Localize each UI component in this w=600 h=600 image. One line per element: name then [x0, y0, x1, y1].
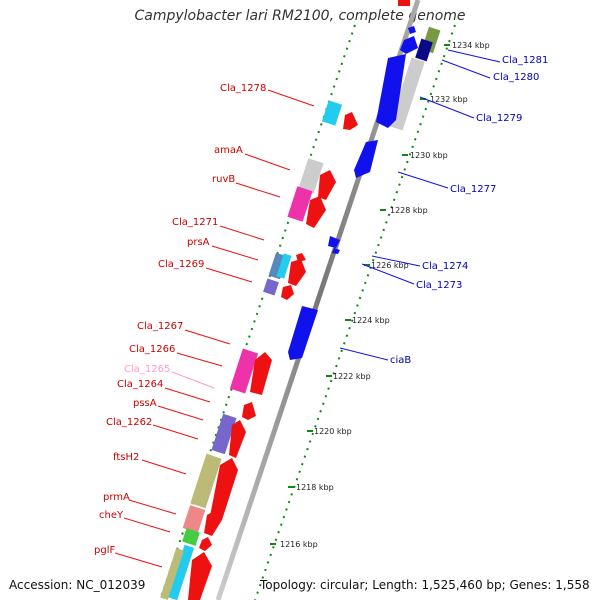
gene-label: cheY: [99, 510, 124, 521]
accession-label: Accession: NC_012039: [9, 578, 146, 592]
scale-label: 1224 kbp: [352, 316, 390, 325]
gene-label: Cla_1280: [493, 72, 539, 83]
map-title: Campylobacter lari RM2100, complete geno…: [134, 8, 466, 24]
scale-label: 1220 kbp: [314, 427, 352, 436]
gene-label: ciaB: [390, 355, 411, 366]
right-track-guide: [254, 24, 456, 600]
scale-ticks: [270, 44, 450, 545]
forward-genes[interactable]: [160, 100, 358, 600]
gene-label: pssA: [133, 398, 157, 409]
gene-label: prmA: [103, 492, 130, 503]
gene-label: Cla_1277: [450, 184, 496, 195]
gene-label: Cla_1271: [172, 217, 218, 228]
forward-gene-labels[interactable]: Cla_1278 amaA ruvB Cla_1271 prsA Cla_126…: [94, 83, 315, 568]
scale-label: 1228 kbp: [390, 206, 428, 215]
gene-label: Cla_1273: [416, 280, 462, 291]
gene-label: Cla_1266: [129, 344, 175, 355]
gene-label: Cla_1262: [106, 417, 152, 428]
gene-label-pseudo: Cla_1265: [124, 364, 170, 375]
scale-label: 1216 kbp: [280, 540, 318, 549]
gene-label: Cla_1264: [117, 379, 163, 390]
reverse-gene-labels[interactable]: Cla_1281 Cla_1280 Cla_1279 Cla_1277 Cla_…: [339, 49, 548, 366]
scale-label: 1218 kbp: [296, 483, 334, 492]
gene-label: pglF: [94, 545, 115, 556]
gene-label: amaA: [214, 145, 243, 156]
topology-label: Topology: circular; Length: 1,525,460 bp…: [260, 578, 590, 592]
gene-label: ruvB: [212, 174, 235, 185]
gene-label: Cla_1269: [158, 259, 204, 270]
gene-label: Cla_1278: [220, 83, 266, 94]
left-track-guide: [159, 24, 356, 600]
gene-label: Cla_1279: [476, 113, 522, 124]
gene-label: prsA: [187, 237, 210, 248]
reverse-genes[interactable]: [288, 0, 441, 360]
gene-label: ftsH2: [113, 452, 139, 463]
gene-label: Cla_1267: [137, 321, 183, 332]
scale-labels: 1234 kbp 1232 kbp 1230 kbp 1228 kbp 1226…: [280, 41, 490, 549]
scale-label: 1230 kbp: [410, 151, 448, 160]
gene-label: Cla_1274: [422, 261, 468, 272]
gene-label: Cla_1281: [502, 55, 548, 66]
scale-label: 1222 kbp: [333, 372, 371, 381]
scale-label: 1234 kbp: [452, 41, 490, 50]
scale-label: 1232 kbp: [430, 95, 468, 104]
scale-label: 1226 kbp: [371, 261, 409, 270]
